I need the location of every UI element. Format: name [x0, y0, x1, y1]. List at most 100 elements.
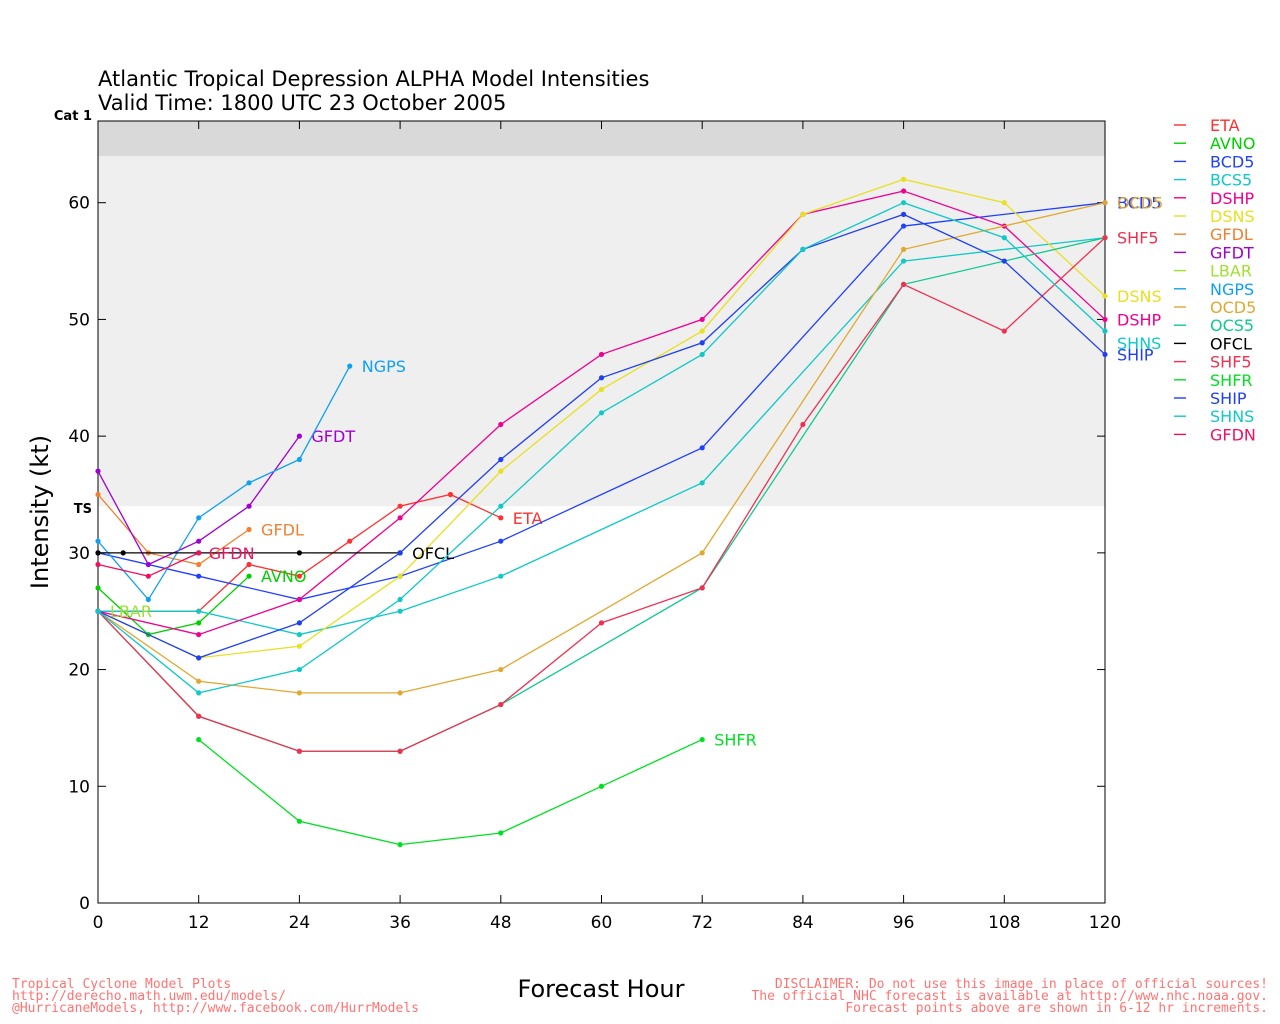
point-gfdt — [296, 433, 302, 439]
point-dshp — [901, 188, 907, 194]
legend: ETAAVNOBCD5BCS5DSHPDSNSGFDLGFDTLBARNGPSO… — [1174, 116, 1256, 444]
point-ocd5 — [901, 246, 907, 252]
point-dshp — [598, 351, 605, 358]
series-ocd5: OCD5 — [95, 194, 1163, 696]
legend-label-bcs5: BCS5 — [1210, 171, 1252, 190]
label-shfr: SHFR — [714, 731, 757, 750]
legend-item-gfdt: GFDT — [1174, 243, 1254, 262]
series-shns: SHNS — [95, 200, 1161, 696]
y-tick-label: 60 — [68, 194, 90, 214]
point-ocd5 — [196, 678, 202, 684]
legend-label-ocs5: OCS5 — [1210, 316, 1254, 335]
x-tick-label: 96 — [893, 913, 915, 933]
point-gfdn — [145, 573, 151, 579]
series-gfdn: GFDN — [95, 544, 255, 579]
legend-item-gfdl: GFDL — [1174, 225, 1253, 244]
x-axis-label: Forecast Hour — [518, 975, 685, 1003]
point-shf5 — [1001, 328, 1007, 334]
y-tick-label: 30 — [68, 544, 90, 564]
legend-item-shfr: SHFR — [1174, 371, 1253, 390]
legend-item-lbar: LBAR — [1174, 262, 1252, 281]
footer-right-3: Forecast points above are shown in 6-12 … — [845, 1001, 1268, 1016]
point-ngps — [246, 480, 252, 486]
legend-label-dsns: DSNS — [1210, 207, 1255, 226]
point-dsns — [699, 328, 705, 334]
label-shns: SHNS — [1117, 334, 1161, 353]
point-ship — [1102, 351, 1108, 358]
legend-label-ofcl: OFCL — [1210, 334, 1252, 353]
legend-item-avno: AVNO — [1174, 134, 1255, 153]
band-label-ts: TS — [74, 502, 92, 517]
point-dsns — [296, 643, 302, 649]
point-bcd5 — [699, 445, 705, 451]
point-ngps — [347, 363, 353, 369]
label-ocd5: OCD5 — [1117, 194, 1163, 213]
legend-label-avno: AVNO — [1210, 134, 1255, 153]
axes: 0 12 24 36 48 60 72 84 96 108 120 0 10 20 30 40 50 60 — [68, 120, 1121, 933]
point-ngps — [296, 456, 302, 463]
label-dshp: DSHP — [1117, 310, 1162, 329]
line-ngps — [97, 365, 351, 601]
legend-item-ship: SHIP — [1174, 389, 1247, 408]
point-ship — [1001, 258, 1007, 264]
point-ocd5 — [498, 666, 504, 673]
point-gfdn — [95, 561, 101, 568]
point-dshp — [498, 421, 504, 428]
point-ocd5 — [699, 550, 705, 556]
legend-label-eta: ETA — [1210, 116, 1240, 135]
point-bcs5 — [901, 258, 907, 264]
point-gfdt — [196, 538, 202, 544]
x-tick-label: 36 — [389, 913, 411, 933]
point-bcd5 — [498, 538, 504, 544]
y-tick-label: 40 — [68, 427, 90, 447]
label-shf5: SHF5 — [1117, 229, 1159, 248]
point-eta — [447, 491, 454, 498]
legend-item-ofcl: OFCL — [1174, 334, 1252, 353]
point-dsns — [598, 386, 605, 393]
point-shf5 — [699, 585, 705, 591]
point-shns — [196, 690, 202, 696]
point-bcs5 — [498, 573, 504, 579]
legend-item-ocd5: OCD5 — [1174, 298, 1256, 317]
point-ship — [196, 655, 202, 661]
legend-item-gfdn: GFDN — [1174, 425, 1256, 444]
point-ship — [397, 550, 403, 556]
point-ship — [598, 375, 605, 381]
series-dshp: DSHP — [95, 188, 1162, 638]
point-eta — [296, 573, 302, 579]
y-tick-label: 0 — [79, 894, 90, 914]
point-shns — [699, 351, 705, 358]
point-bcd5 — [196, 573, 202, 579]
point-shf5 — [598, 620, 605, 626]
point-ship — [296, 620, 302, 626]
point-ship — [498, 456, 504, 463]
label-dsns: DSNS — [1117, 287, 1162, 306]
point-avno — [196, 620, 202, 626]
label-bcd5: BCD5 — [1117, 194, 1161, 213]
label-gfdn: GFDN — [209, 544, 255, 563]
legend-label-bcd5: BCD5 — [1210, 152, 1254, 171]
point-dshp — [196, 631, 202, 638]
point-gfdn — [196, 550, 202, 556]
point-shf5 — [1102, 235, 1108, 241]
point-bcd5 — [901, 223, 907, 229]
line-ocd5 — [97, 202, 1106, 694]
legend-label-ocd5: OCD5 — [1210, 298, 1256, 317]
footer-right-2: The official NHC forecast is available a… — [751, 989, 1268, 1004]
legend-item-shf5: SHF5 — [1174, 353, 1252, 372]
point-ocd5 — [1102, 200, 1108, 206]
point-ngps — [196, 515, 202, 521]
line-bcs5 — [98, 237, 1106, 636]
x-tick-label: 120 — [1089, 913, 1121, 933]
point-ship — [699, 340, 705, 346]
point-dshp — [1102, 316, 1108, 323]
label-eta: ETA — [513, 509, 543, 528]
y-tick-label: 10 — [68, 777, 90, 797]
point-shns — [498, 503, 504, 509]
line-bcd5 — [97, 202, 1106, 601]
legend-item-ocs5: OCS5 — [1174, 316, 1254, 335]
legend-item-bcd5: BCD5 — [1174, 152, 1254, 171]
legend-label-gfdl: GFDL — [1210, 225, 1253, 244]
point-dsns — [800, 211, 806, 217]
